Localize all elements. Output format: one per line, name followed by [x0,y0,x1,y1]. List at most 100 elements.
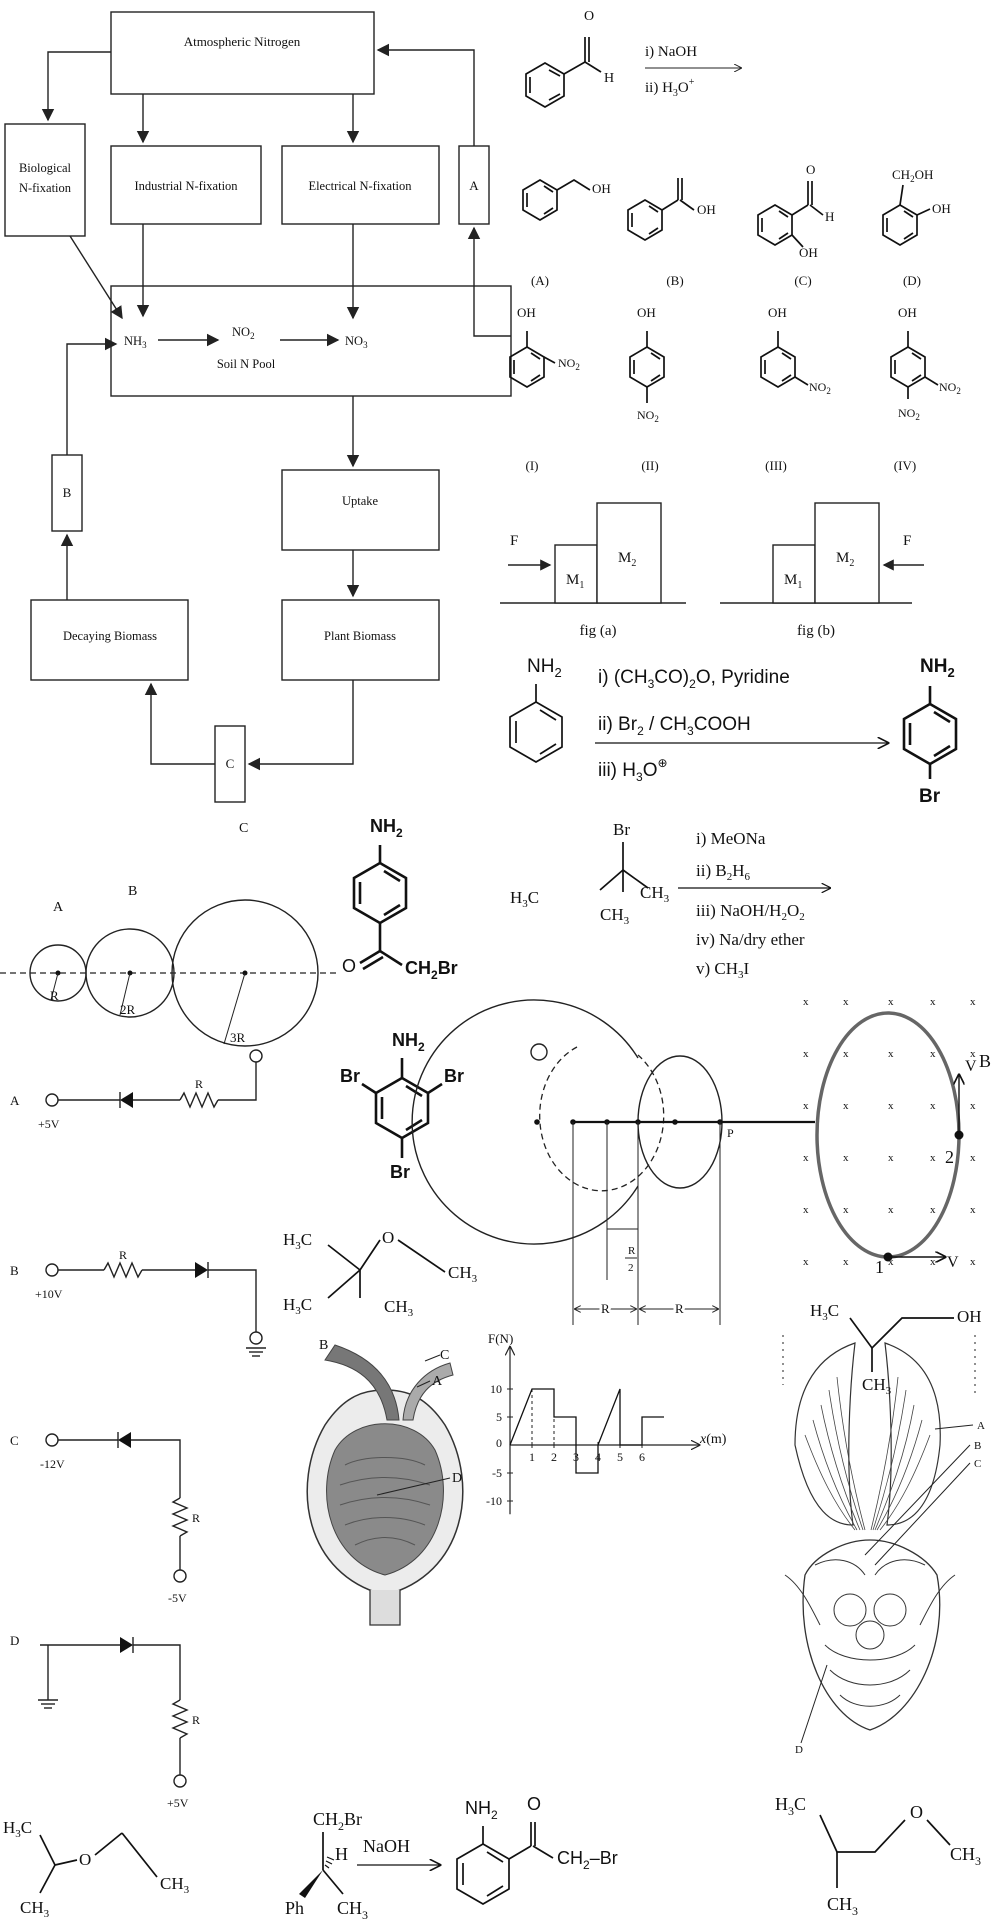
ipe-ch3-right: CH3 [160,1874,190,1896]
point-1-label: 1 [875,1257,884,1277]
field-cross: x [930,996,936,1008]
o-nitrophenol-oh: OH [517,305,536,320]
field-cross: x [803,996,809,1008]
alcohol-structure: H3C CH3 OH [800,1290,996,1400]
aryl-ketone-nh2: NH2 [370,816,403,840]
decaying-biomass-label: Decaying Biomass [63,629,157,643]
fig-a-force-label: F [510,533,518,549]
aryl-ketone-ch2br: CH2Br [405,958,458,982]
circuit-b-voltage: +10V [35,1287,63,1301]
options-abcd: OH OH O H OH CH2OH OH (A) (B) (C) (D) [505,135,995,295]
field-cross: x [888,996,894,1008]
chiral-product-tail: CH2–Br [557,1848,618,1872]
tbutyl-ch3-bottom: CH3 [600,905,630,927]
circuit-c: C -12V R -5V [10,1432,200,1605]
magnetic-field-crosses: x x x x x x x x x x x x x x x x x x x x x x x x x x x x x x [803,996,976,1268]
field-cross: x [970,1256,976,1268]
aryl-ketone-ring [352,845,408,971]
soil-pool-box [110,285,512,397]
sphere-b [85,928,175,1018]
aryl-ketone-svg: NH2 O CH2Br [342,816,458,982]
aniline-svg: NH2 i) (CH3CO)2O, Pyridine ii) Br2 / CH3… [509,656,958,807]
dinitrophenol-no2-para: NO2 [898,406,920,422]
isopropyl-ether: H3C CH3 O CH3 [0,1805,215,1920]
field-cross: x [930,1152,936,1164]
dental-svg: A B C D [782,1335,985,1756]
dental-label-a: A [977,1420,985,1432]
fig-b-m1-label: M1 [784,572,802,591]
field-cross: x [803,1152,809,1164]
circuit-c-bottom-voltage: -5V [168,1591,187,1605]
benzaldehyde-step2: ii) H3O+ [645,77,695,99]
velocity-top-label: V [965,1058,977,1075]
tbutyl-ch3-right: CH3 [640,883,670,905]
circuit-a: A +5V R [10,1049,263,1131]
benzyl-alcohol-structure [522,179,591,221]
tbutyl-ether-svg: H3C H3C CH3 O CH3 [283,1228,478,1319]
chiral-product-nh2: NH2 [465,1798,498,1822]
electrical-label: Electrical N-fixation [308,179,412,193]
m-nitrophenol [760,331,809,388]
aniline-step3: iii) H3O⊕ [598,756,668,784]
o-nitrophenol-no2: NO2 [558,356,580,372]
tribromoaniline-svg: NH2 Br Br Br [340,1030,464,1182]
circuit-a-label: A [10,1093,20,1108]
chiral-ch2br: CH2Br [313,1809,362,1833]
biological-label-line1: Biological [19,161,72,175]
label-iii: (III) [765,458,787,473]
circuit-b-label: B [10,1263,19,1278]
r-half-denominator: 2 [628,1262,634,1274]
alcohol-svg: H3C CH3 OH [810,1301,982,1397]
option-d-label: (D) [903,273,921,288]
option-a-label: (A) [531,273,549,288]
tribromoaniline: NH2 Br Br Br [330,1020,500,1210]
blocks-svg: M1 M2 F fig (a) M1 M2 F fig (b) [500,502,924,639]
y-tick-label: -5 [492,1466,502,1480]
alcohol-h3c: H3C [810,1301,839,1323]
fig-b-m2 [814,502,880,604]
chiral-product-ring [456,1822,554,1905]
field-cross: x [930,1204,936,1216]
sphere-c-radius: 3R [230,1030,246,1045]
option-c-h: H [825,209,834,224]
circles-figure: P R 2 R R [411,995,815,1330]
field-cross: x [843,1100,849,1112]
point-1 [883,1252,893,1262]
dinitrophenol-oh: OH [898,305,917,320]
ipe-ch3-bottom: CH3 [20,1898,50,1920]
field-cross: x [888,1256,894,1268]
tbutyl-step2: ii) B2H6 [696,861,750,883]
field-b-label: B [979,1051,991,1071]
spheres-svg: A B C R 2R 3R [0,821,340,1047]
electrical-fixation-box [281,145,440,225]
fig-a-caption: fig (a) [579,623,616,639]
o-nitrophenol [509,331,556,388]
nh3-label: NH3 [124,334,147,350]
field-cross: x [803,1256,809,1268]
benzaldehyde-svg: O H i) NaOH ii) H3O+ [525,9,995,108]
y-tick-label: -10 [486,1494,502,1508]
nitrophenols: OH NO2 OH NO2 OH NO2 OH NO2 NO2 (I) (II)… [490,295,995,485]
nitrophenols-svg: OH NO2 OH NO2 OH NO2 OH NO2 NO2 (I) (II)… [509,305,961,473]
field-cross: x [970,1152,976,1164]
field-cross: x [930,1100,936,1112]
atmospheric-nitrogen-label: Atmospheric Nitrogen [184,34,301,49]
point-p-label: P [727,1126,734,1140]
tbutyl-reaction: Br H3C CH3 CH3 i) MeONa ii) B2H6 iii) Na… [500,810,995,985]
kidney-label-c: C [440,1348,449,1363]
isobutyl-ether: H3C CH3 O CH3 [765,1770,996,1920]
tbe-ch3-bottom: CH3 [384,1297,414,1319]
field-cross: x [930,1256,936,1268]
circuit-a-voltage: +5V [38,1117,60,1131]
point-2-label: 2 [945,1147,954,1167]
tbutyl-svg: Br H3C CH3 CH3 i) MeONa ii) B2H6 iii) Na… [510,820,995,981]
force-graph: F(N) x(m) 0 1 2 3 4 5 6 10 5 -5 -10 [480,1325,755,1625]
box-b-label: B [63,485,72,500]
glomerulus [326,1423,444,1576]
biological-label-line2: N-fixation [19,181,72,195]
salicyl-alcohol-structure [882,184,931,246]
force-origin: 0 [496,1436,502,1450]
x-tick-label: 5 [617,1450,623,1464]
circuit-b: B +10V R [10,1248,266,1357]
kidney-label-d: D [452,1471,462,1486]
